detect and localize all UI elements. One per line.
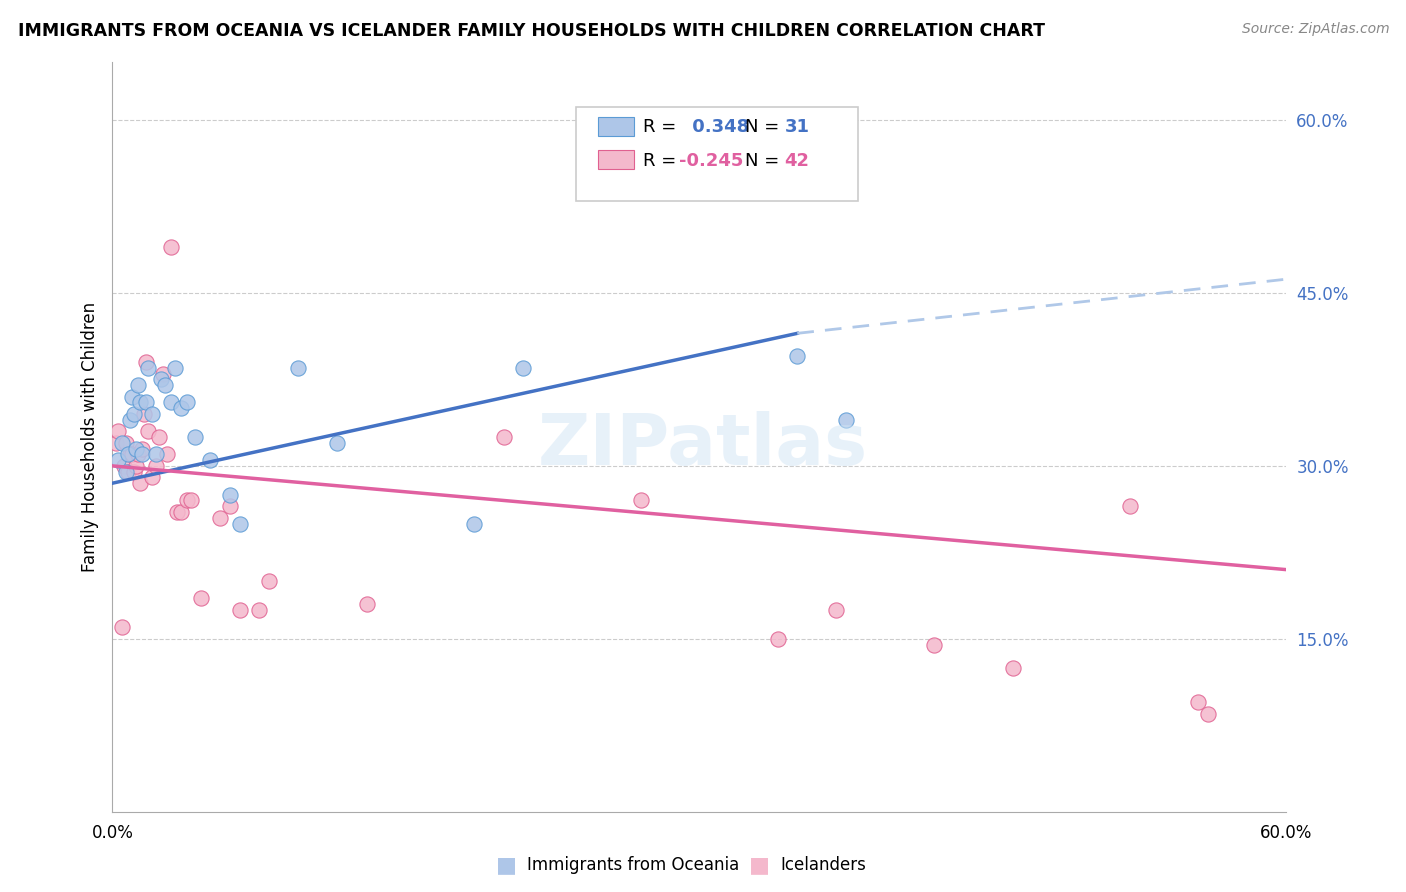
Text: ■: ■ xyxy=(496,855,516,875)
Point xyxy=(120,413,142,427)
Text: ZIPatlas: ZIPatlas xyxy=(538,411,868,481)
Point xyxy=(1119,500,1142,514)
Point xyxy=(105,435,128,450)
Point xyxy=(356,597,378,611)
Point xyxy=(190,591,212,606)
Point xyxy=(160,240,183,254)
Text: N =: N = xyxy=(745,152,785,169)
Point xyxy=(131,442,153,456)
Point xyxy=(115,465,138,479)
Point xyxy=(127,447,149,461)
Text: 42: 42 xyxy=(785,152,810,169)
Point xyxy=(121,447,143,461)
Point xyxy=(136,425,159,439)
Text: Icelanders: Icelanders xyxy=(780,856,866,874)
Point xyxy=(287,360,309,375)
Point xyxy=(155,378,177,392)
Point xyxy=(176,493,198,508)
Point xyxy=(121,390,143,404)
Point xyxy=(200,453,222,467)
Point xyxy=(218,500,242,514)
Point xyxy=(148,430,170,444)
Point xyxy=(141,470,163,484)
Point xyxy=(183,430,205,444)
Point xyxy=(141,407,163,421)
Point xyxy=(128,476,150,491)
Text: N =: N = xyxy=(745,118,785,136)
Text: 0.348: 0.348 xyxy=(686,118,749,136)
Point xyxy=(165,360,187,375)
Point xyxy=(150,372,173,386)
Point xyxy=(218,488,242,502)
Point xyxy=(132,407,155,421)
Point xyxy=(463,516,485,531)
Point xyxy=(228,603,250,617)
Point xyxy=(125,458,148,473)
Point xyxy=(107,425,129,439)
Point xyxy=(1197,706,1219,721)
Point xyxy=(127,378,149,392)
Text: -0.245: -0.245 xyxy=(679,152,744,169)
Point xyxy=(125,442,148,456)
Point xyxy=(115,435,138,450)
Point xyxy=(766,632,789,646)
Point xyxy=(835,413,858,427)
Point xyxy=(228,516,250,531)
Point xyxy=(122,465,145,479)
Point xyxy=(136,360,159,375)
Point xyxy=(131,447,153,461)
Point xyxy=(247,603,270,617)
Point xyxy=(160,395,183,409)
Point xyxy=(145,447,167,461)
Text: R =: R = xyxy=(643,118,682,136)
Text: 31: 31 xyxy=(785,118,810,136)
Point xyxy=(111,435,134,450)
Point xyxy=(512,360,534,375)
Point xyxy=(128,395,150,409)
Point xyxy=(1187,695,1209,709)
Point xyxy=(176,395,198,409)
Point xyxy=(145,458,167,473)
Point xyxy=(786,350,808,364)
Text: R =: R = xyxy=(643,152,682,169)
Point xyxy=(825,603,848,617)
Text: Source: ZipAtlas.com: Source: ZipAtlas.com xyxy=(1241,22,1389,37)
Point xyxy=(209,510,232,524)
Point xyxy=(152,367,174,381)
Point xyxy=(326,435,349,450)
Point xyxy=(120,447,142,461)
Point xyxy=(122,407,145,421)
Point xyxy=(112,458,135,473)
Point xyxy=(170,505,193,519)
Text: IMMIGRANTS FROM OCEANIA VS ICELANDER FAMILY HOUSEHOLDS WITH CHILDREN CORRELATION: IMMIGRANTS FROM OCEANIA VS ICELANDER FAM… xyxy=(18,22,1045,40)
Point xyxy=(166,505,188,519)
Point xyxy=(1001,660,1024,674)
Point xyxy=(156,447,179,461)
Point xyxy=(107,453,129,467)
Point xyxy=(117,465,139,479)
Text: Immigrants from Oceania: Immigrants from Oceania xyxy=(527,856,740,874)
Point xyxy=(170,401,193,416)
Y-axis label: Family Households with Children: Family Households with Children xyxy=(80,302,98,572)
Point xyxy=(257,574,280,589)
Point xyxy=(135,395,157,409)
Point xyxy=(117,447,139,461)
Point xyxy=(111,620,134,634)
Point xyxy=(922,638,945,652)
Point xyxy=(135,355,157,369)
Point xyxy=(492,430,515,444)
Point xyxy=(180,493,202,508)
Text: ■: ■ xyxy=(749,855,769,875)
Point xyxy=(630,493,652,508)
